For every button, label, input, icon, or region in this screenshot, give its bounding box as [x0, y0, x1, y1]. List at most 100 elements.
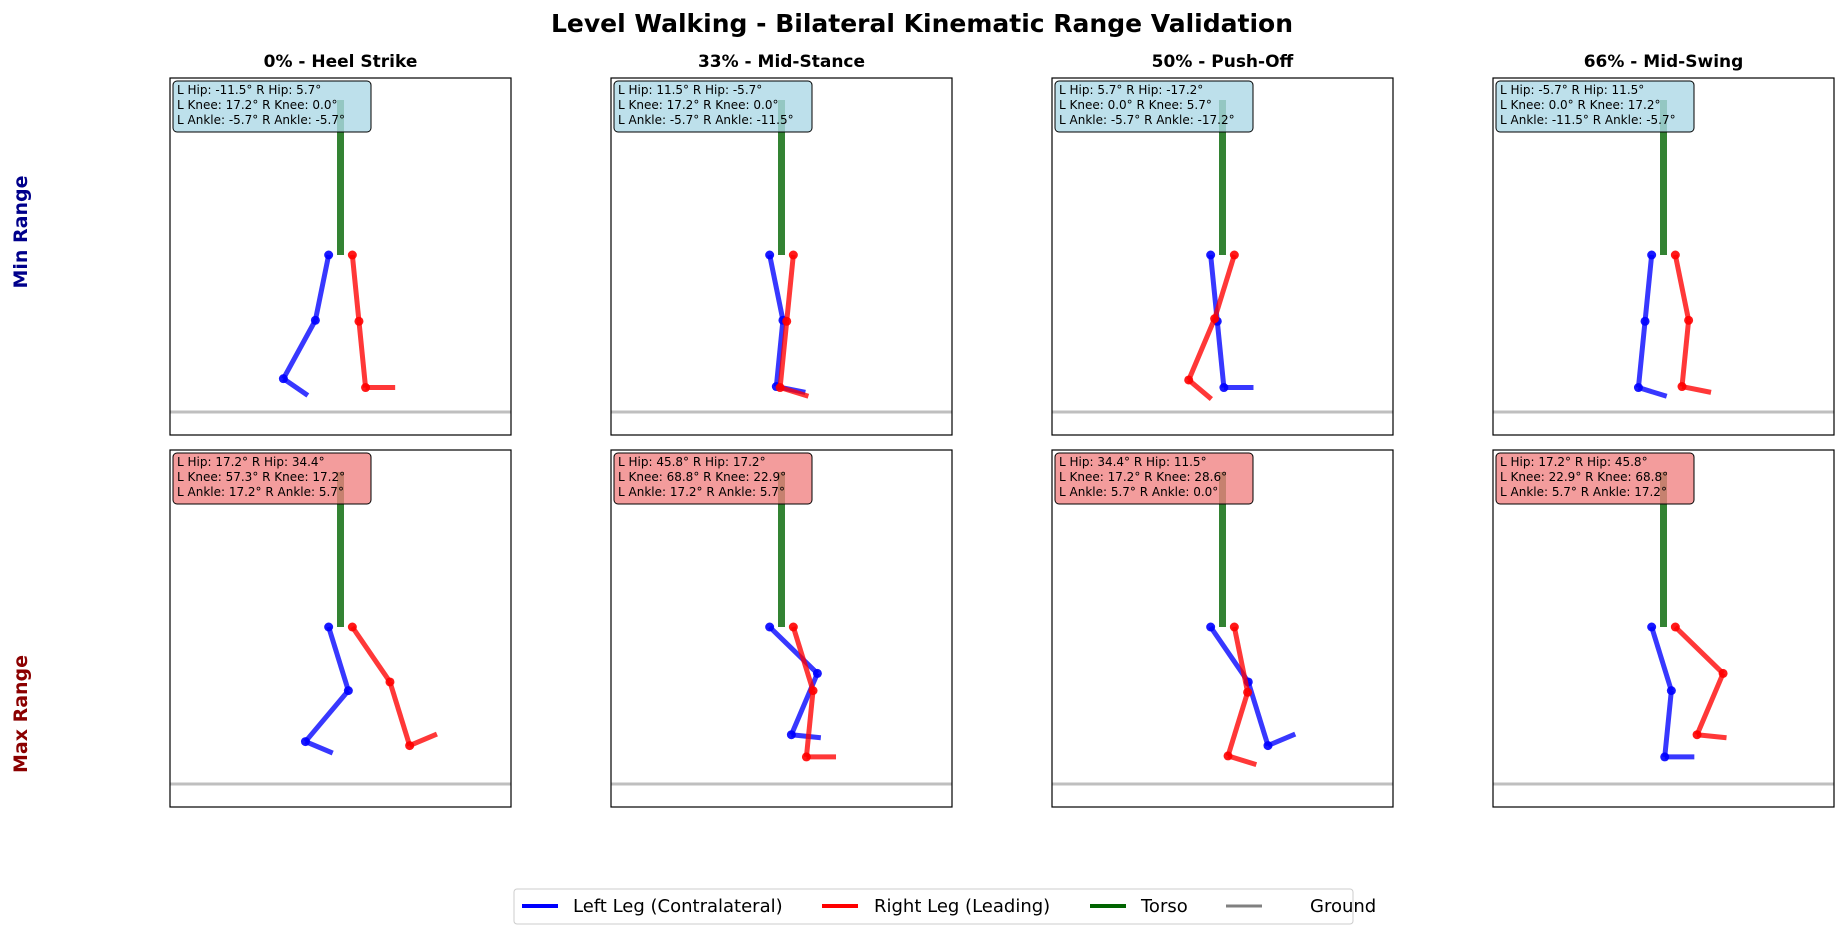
- right-leg-ankle-joint: [775, 383, 785, 393]
- left-leg-hip-joint: [324, 250, 334, 260]
- angle-readout-box: [613, 80, 813, 133]
- angle-readout-line: L Hip: 5.7° R Hip: -17.2°: [1059, 83, 1203, 97]
- panel-frame: [1051, 449, 1394, 808]
- right-leg-ankle-joint: [1223, 751, 1233, 761]
- angle-readout-line: L Hip: 17.2° R Hip: 45.8°: [1500, 455, 1648, 469]
- right-leg-shank: [777, 321, 790, 388]
- legend-label-torso: Torso: [1140, 896, 1188, 917]
- left-leg-shank: [303, 689, 351, 744]
- angle-readout-line: L Knee: 17.2° R Knee: 0.0°: [177, 98, 337, 112]
- row-label-min: Min Range: [10, 175, 32, 288]
- panel: 33% - Mid-Stance L Hip: 11.5° R Hip: -5.7…: [610, 52, 953, 436]
- angle-readout-box: [1054, 80, 1254, 133]
- right-leg-shank: [1186, 317, 1217, 381]
- right-leg-thigh: [1672, 254, 1692, 321]
- left-leg-thigh: [767, 254, 786, 321]
- angle-readout-line: L Ankle: 17.2° R Ankle: 5.7°: [177, 485, 344, 499]
- left-leg-ankle-joint: [1660, 752, 1670, 762]
- left-leg-ankle-joint: [786, 730, 796, 740]
- angle-readout-line: L Ankle: 5.7° R Ankle: 17.2°: [1500, 485, 1667, 499]
- right-leg-foot: [1681, 384, 1712, 395]
- angle-readout-box: [172, 80, 372, 133]
- left-leg-foot: [1637, 385, 1668, 399]
- right-leg-foot: [779, 385, 810, 399]
- angle-readout-line: L Hip: -5.7° R Hip: 11.5°: [1500, 83, 1644, 97]
- right-leg-knee-joint: [1684, 315, 1694, 325]
- left-leg-hip-joint: [324, 622, 334, 632]
- left-leg-knee-joint: [1666, 686, 1676, 696]
- right-leg-hip-joint: [1229, 250, 1239, 260]
- left-leg-foot: [304, 739, 334, 756]
- left-leg-thigh: [312, 254, 332, 321]
- right-leg-ankle-joint: [801, 752, 811, 762]
- panel-frame: [169, 449, 512, 808]
- legend-label-right-leg: Right Leg (Leading): [874, 896, 1050, 917]
- right-leg-thigh: [790, 626, 816, 692]
- right-leg-ankle-joint: [405, 741, 415, 751]
- panel: L Hip: 34.4° R Hip: 11.5°L Knee: 17.2° R…: [1051, 449, 1394, 808]
- legend: Left Leg (Contralateral) Right Leg (Lead…: [513, 888, 1376, 925]
- right-leg-shank: [803, 690, 816, 758]
- angle-readout-line: L Knee: 0.0° R Knee: 17.2°: [1500, 98, 1660, 112]
- angle-readout-line: L Knee: 22.9° R Knee: 68.8°: [1500, 470, 1668, 484]
- left-leg-hip-joint: [1647, 622, 1657, 632]
- right-leg-hip-joint: [788, 622, 798, 632]
- right-leg-ankle-joint: [1677, 382, 1687, 392]
- right-leg-knee-joint: [782, 316, 792, 326]
- left-leg-shank: [1635, 321, 1648, 388]
- panel: 50% - Push-Off L Hip: 5.7° R Hip: -17.2° L…: [1051, 52, 1394, 436]
- right-leg-knee-joint: [1210, 314, 1220, 324]
- left-leg-shank: [773, 320, 786, 387]
- left-leg-shank: [1662, 690, 1674, 758]
- right-leg-hip-joint: [1670, 622, 1680, 632]
- legend-frame: [513, 888, 1354, 925]
- left-leg-ankle-joint: [300, 737, 310, 747]
- left-leg-hip-joint: [1647, 250, 1657, 260]
- panel-frame: [610, 449, 953, 808]
- angle-readout-line: L Knee: 68.8° R Knee: 22.9°: [618, 470, 786, 484]
- right-leg-hip-joint: [788, 250, 798, 260]
- right-leg-hip-joint: [347, 250, 357, 260]
- right-leg-shank: [1679, 320, 1692, 387]
- angle-readout-line: L Ankle: 17.2° R Ankle: 5.7°: [618, 485, 785, 499]
- angle-readout-line: L Ankle: 5.7° R Ankle: 0.0°: [1059, 485, 1218, 499]
- panel: L Hip: 45.8° R Hip: 17.2°L Knee: 68.8° R…: [610, 449, 953, 808]
- right-leg-knee-joint: [354, 316, 364, 326]
- angle-readout-line: L Hip: -11.5° R Hip: 5.7°: [177, 83, 321, 97]
- angle-readout-box: [1054, 452, 1254, 505]
- right-leg-shank: [387, 681, 413, 747]
- panel-plot: [1052, 472, 1393, 786]
- right-leg-knee-joint: [1718, 668, 1728, 678]
- left-leg-ankle-joint: [1633, 383, 1643, 393]
- right-leg-thigh: [349, 254, 362, 322]
- right-leg-thigh: [784, 254, 796, 322]
- panel-frame: [610, 77, 953, 436]
- right-leg-shank: [1694, 672, 1726, 736]
- angle-readout-line: L Ankle: -5.7° R Ankle: -11.5°: [618, 113, 794, 127]
- angle-readout-line: L Ankle: -5.7° R Ankle: -17.2°: [1059, 113, 1235, 127]
- left-leg-foot: [281, 376, 310, 398]
- right-leg-thigh: [1673, 625, 1725, 676]
- right-leg-shank: [356, 321, 369, 388]
- panel-title: 50% - Push-Off: [1152, 52, 1294, 72]
- right-leg-knee-joint: [385, 677, 395, 687]
- panel-frame: [1051, 77, 1394, 436]
- right-leg-knee-joint: [1243, 687, 1253, 697]
- row-label-max: Max Range: [10, 655, 32, 773]
- left-leg-hip-joint: [1206, 250, 1216, 260]
- panel: L Hip: 17.2° R Hip: 34.4°L Knee: 57.3° R…: [169, 449, 512, 808]
- panel-title: 0% - Heel Strike: [264, 52, 418, 72]
- angle-readout-box: [1495, 80, 1695, 133]
- left-leg-hip-joint: [765, 622, 775, 632]
- angle-readout-line: L Knee: 17.2° R Knee: 0.0°: [618, 98, 778, 112]
- angle-readout-line: L Hip: 17.2° R Hip: 34.4°: [177, 455, 325, 469]
- panel-frame: [1492, 449, 1835, 808]
- angle-readout-box: [613, 452, 813, 505]
- angle-readout-line: L Hip: 45.8° R Hip: 17.2°: [618, 455, 766, 469]
- panel-plot: [170, 100, 511, 414]
- angle-readout-line: L Hip: 11.5° R Hip: -5.7°: [618, 83, 762, 97]
- angle-readout-line: L Knee: 17.2° R Knee: 28.6°: [1059, 470, 1227, 484]
- angle-readout-line: L Knee: 57.3° R Knee: 17.2°: [177, 470, 345, 484]
- legend-label-ground: Ground: [1310, 896, 1376, 917]
- right-leg-shank: [1225, 691, 1251, 757]
